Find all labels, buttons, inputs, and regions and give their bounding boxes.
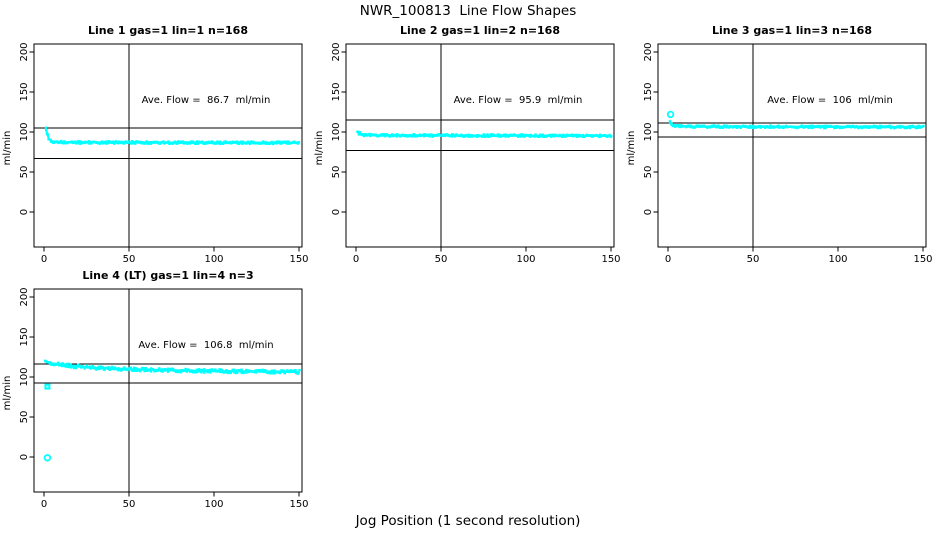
svg-text:ml/min: ml/min xyxy=(314,131,325,166)
subplot-line-2-panel: 0 50 100 150 0 50 100 150 200 ml/min Line 2 gas=1… xyxy=(312,18,624,264)
svg-text:50: 50 xyxy=(19,166,30,179)
svg-text:150: 150 xyxy=(19,327,30,346)
svg-text:150: 150 xyxy=(331,82,342,101)
svg-text:200: 200 xyxy=(643,42,654,61)
svg-text:150: 150 xyxy=(643,82,654,101)
svg-text:200: 200 xyxy=(331,42,342,61)
plot-canvas-line-2: 0 50 100 150 0 50 100 150 200 ml/min xyxy=(314,42,621,264)
svg-text:0: 0 xyxy=(331,209,342,215)
svg-text:50: 50 xyxy=(123,254,136,264)
svg-text:50: 50 xyxy=(123,499,136,509)
ave-flow-annotation-line-1: Ave. Flow = 86.7 ml/min xyxy=(141,95,271,106)
subplot-line-4-panel: 0 50 100 150 0 50 100 150 200 ml/min Line 4 (LT) … xyxy=(0,263,312,509)
svg-text:100: 100 xyxy=(19,367,30,386)
outer-x-axis-label: Jog Position (1 second resolution) xyxy=(355,513,581,529)
plot-canvas-line-1: 0 50 100 150 0 50 100 150 200 ml/min xyxy=(2,42,309,264)
subplot-line-1-panel: 0 50 100 150 0 50 100 150 200 ml/min Line 1 gas=1… xyxy=(0,18,312,264)
svg-text:0: 0 xyxy=(353,254,359,264)
svg-text:100: 100 xyxy=(19,122,30,141)
svg-text:100: 100 xyxy=(204,499,223,509)
svg-text:ml/min: ml/min xyxy=(2,376,13,411)
svg-text:0: 0 xyxy=(41,499,47,509)
svg-text:50: 50 xyxy=(435,254,448,264)
svg-text:0: 0 xyxy=(665,254,671,264)
svg-text:ml/min: ml/min xyxy=(626,131,637,166)
subplot-line-3-title: Line 3 gas=1 lin=3 n=168 xyxy=(711,24,872,37)
svg-text:100: 100 xyxy=(204,254,223,264)
svg-text:150: 150 xyxy=(19,82,30,101)
svg-text:150: 150 xyxy=(913,254,932,264)
subplot-line-2-title: Line 2 gas=1 lin=2 n=168 xyxy=(399,24,560,37)
subplot-line-4-title: Line 4 (LT) gas=1 lin=4 n=3 xyxy=(82,269,254,282)
figure-main-title: NWR_100813 Line Flow Shapes xyxy=(359,3,577,19)
svg-text:150: 150 xyxy=(289,254,308,264)
svg-text:0: 0 xyxy=(19,454,30,460)
svg-text:0: 0 xyxy=(41,254,47,264)
svg-text:50: 50 xyxy=(331,166,342,179)
svg-text:50: 50 xyxy=(747,254,760,264)
plot-canvas-line-4: 0 50 100 150 0 50 100 150 200 ml/min xyxy=(2,287,309,509)
svg-text:0: 0 xyxy=(19,209,30,215)
svg-text:ml/min: ml/min xyxy=(2,131,13,166)
subplot-line-3-panel: 0 50 100 150 0 50 100 150 200 ml/min Line 3 gas=1… xyxy=(624,18,936,264)
svg-text:150: 150 xyxy=(601,254,620,264)
svg-text:100: 100 xyxy=(516,254,535,264)
svg-text:200: 200 xyxy=(19,287,30,306)
svg-text:50: 50 xyxy=(643,166,654,179)
svg-text:200: 200 xyxy=(19,42,30,61)
svg-text:50: 50 xyxy=(19,411,30,424)
plot-canvas-line-3: 0 50 100 150 0 50 100 150 200 ml/min xyxy=(626,42,933,264)
subplot-line-1-title: Line 1 gas=1 lin=1 n=168 xyxy=(87,24,248,37)
svg-text:100: 100 xyxy=(331,122,342,141)
ave-flow-annotation-line-3: Ave. Flow = 106 ml/min xyxy=(767,95,893,106)
ave-flow-annotation-line-4: Ave. Flow = 106.8 ml/min xyxy=(138,340,274,351)
ave-flow-annotation-line-2: Ave. Flow = 95.9 ml/min xyxy=(453,95,583,106)
svg-text:150: 150 xyxy=(289,499,308,509)
svg-text:100: 100 xyxy=(643,122,654,141)
svg-text:0: 0 xyxy=(643,209,654,215)
svg-text:100: 100 xyxy=(828,254,847,264)
